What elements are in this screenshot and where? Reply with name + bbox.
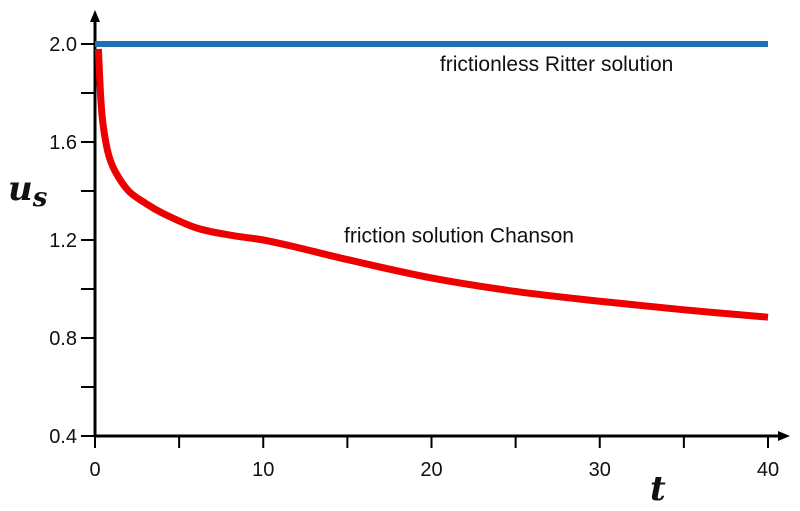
y-axis-title: us	[8, 169, 48, 213]
x-tick-label: 10	[252, 459, 274, 481]
annotations: frictionless Ritter solution friction sol…	[344, 53, 673, 248]
chanson-line	[94, 48, 769, 321]
x-tick-label: 0	[89, 459, 100, 481]
y-tick-label: 1.6	[49, 132, 77, 154]
series	[94, 41, 769, 321]
x-tick-label: 30	[589, 459, 611, 481]
y-tick-label: 0.8	[49, 328, 77, 350]
y-tick-label: 0.4	[49, 426, 77, 448]
axes	[90, 10, 790, 441]
y-tick-label: 2.0	[49, 34, 77, 56]
ritter-annotation: frictionless Ritter solution	[440, 53, 673, 76]
x-tick-label: 20	[420, 459, 442, 481]
ticks: 2.0 1.6 1.2 0.8 0.4 0 10 20 30 40	[49, 34, 779, 481]
axis-titles: us t	[8, 169, 666, 509]
x-axis-title: t	[650, 469, 666, 509]
x-axis-arrow-icon	[778, 431, 790, 441]
y-axis-arrow-icon	[90, 10, 100, 22]
y-tick-label: 1.2	[49, 230, 77, 252]
chanson-annotation: friction solution Chanson	[344, 224, 574, 247]
x-tick-label: 40	[757, 459, 779, 481]
